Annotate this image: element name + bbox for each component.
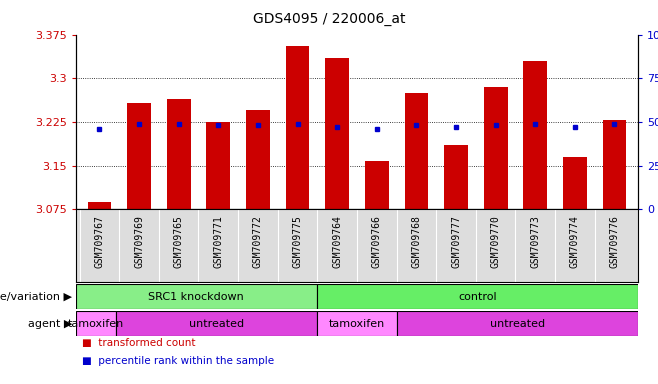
Text: untreated: untreated [189,318,244,329]
Text: tamoxifen: tamoxifen [68,318,124,329]
Text: GSM709767: GSM709767 [95,215,105,268]
Bar [316,284,638,309]
Text: GSM709770: GSM709770 [491,215,501,268]
Text: ■  percentile rank within the sample: ■ percentile rank within the sample [82,356,274,366]
Bar [405,93,428,209]
Text: agent ▶: agent ▶ [28,318,72,329]
Bar [397,311,638,336]
Bar [166,99,191,209]
Text: GSM709771: GSM709771 [213,215,223,268]
Text: control: control [458,291,497,302]
Bar [286,46,309,209]
Bar [88,202,111,209]
Text: GSM709765: GSM709765 [174,215,184,268]
Text: ■  transformed count: ■ transformed count [82,338,195,348]
Text: genotype/variation ▶: genotype/variation ▶ [0,291,72,302]
Bar [603,120,626,209]
Bar [76,284,316,309]
Bar [444,145,468,209]
Bar [325,58,349,209]
Bar [484,87,507,209]
Text: untreated: untreated [490,318,545,329]
Bar [365,161,389,209]
Bar [116,311,316,336]
Text: GSM709766: GSM709766 [372,215,382,268]
Bar [316,311,397,336]
Bar [76,311,116,336]
Text: GSM709773: GSM709773 [530,215,540,268]
Text: GSM709768: GSM709768 [411,215,421,268]
Text: GSM709774: GSM709774 [570,215,580,268]
Text: tamoxifen: tamoxifen [329,318,385,329]
Bar [563,157,587,209]
Bar [127,103,151,209]
Text: GSM709775: GSM709775 [293,215,303,268]
Bar [523,61,547,209]
Text: GSM709777: GSM709777 [451,215,461,268]
Bar [246,110,270,209]
Text: GSM709769: GSM709769 [134,215,144,268]
Text: GSM709764: GSM709764 [332,215,342,268]
Bar [207,122,230,209]
Text: GSM709776: GSM709776 [609,215,619,268]
Text: GDS4095 / 220006_at: GDS4095 / 220006_at [253,12,405,25]
Text: GSM709772: GSM709772 [253,215,263,268]
Text: SRC1 knockdown: SRC1 knockdown [148,291,244,302]
